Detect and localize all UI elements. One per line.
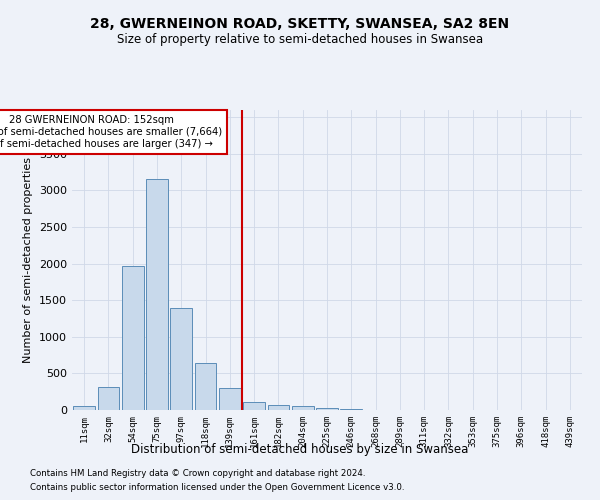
- Text: Size of property relative to semi-detached houses in Swansea: Size of property relative to semi-detach…: [117, 32, 483, 46]
- Text: 28, GWERNEINON ROAD, SKETTY, SWANSEA, SA2 8EN: 28, GWERNEINON ROAD, SKETTY, SWANSEA, SA…: [91, 18, 509, 32]
- Text: Contains HM Land Registry data © Crown copyright and database right 2024.: Contains HM Land Registry data © Crown c…: [30, 468, 365, 477]
- Bar: [243, 402, 265, 410]
- Text: 28 GWERNEINON ROAD: 152sqm
← 96% of semi-detached houses are smaller (7,664)
  4: 28 GWERNEINON ROAD: 152sqm ← 96% of semi…: [0, 116, 222, 148]
- Bar: [316, 408, 338, 410]
- Bar: [194, 363, 217, 410]
- Bar: [268, 405, 289, 410]
- Bar: [97, 388, 119, 410]
- Bar: [170, 308, 192, 410]
- Bar: [146, 179, 168, 410]
- Bar: [73, 406, 95, 410]
- Text: Distribution of semi-detached houses by size in Swansea: Distribution of semi-detached houses by …: [131, 442, 469, 456]
- Bar: [122, 266, 143, 410]
- Text: Contains public sector information licensed under the Open Government Licence v3: Contains public sector information licen…: [30, 484, 404, 492]
- Bar: [219, 388, 241, 410]
- Y-axis label: Number of semi-detached properties: Number of semi-detached properties: [23, 157, 34, 363]
- Bar: [292, 406, 314, 410]
